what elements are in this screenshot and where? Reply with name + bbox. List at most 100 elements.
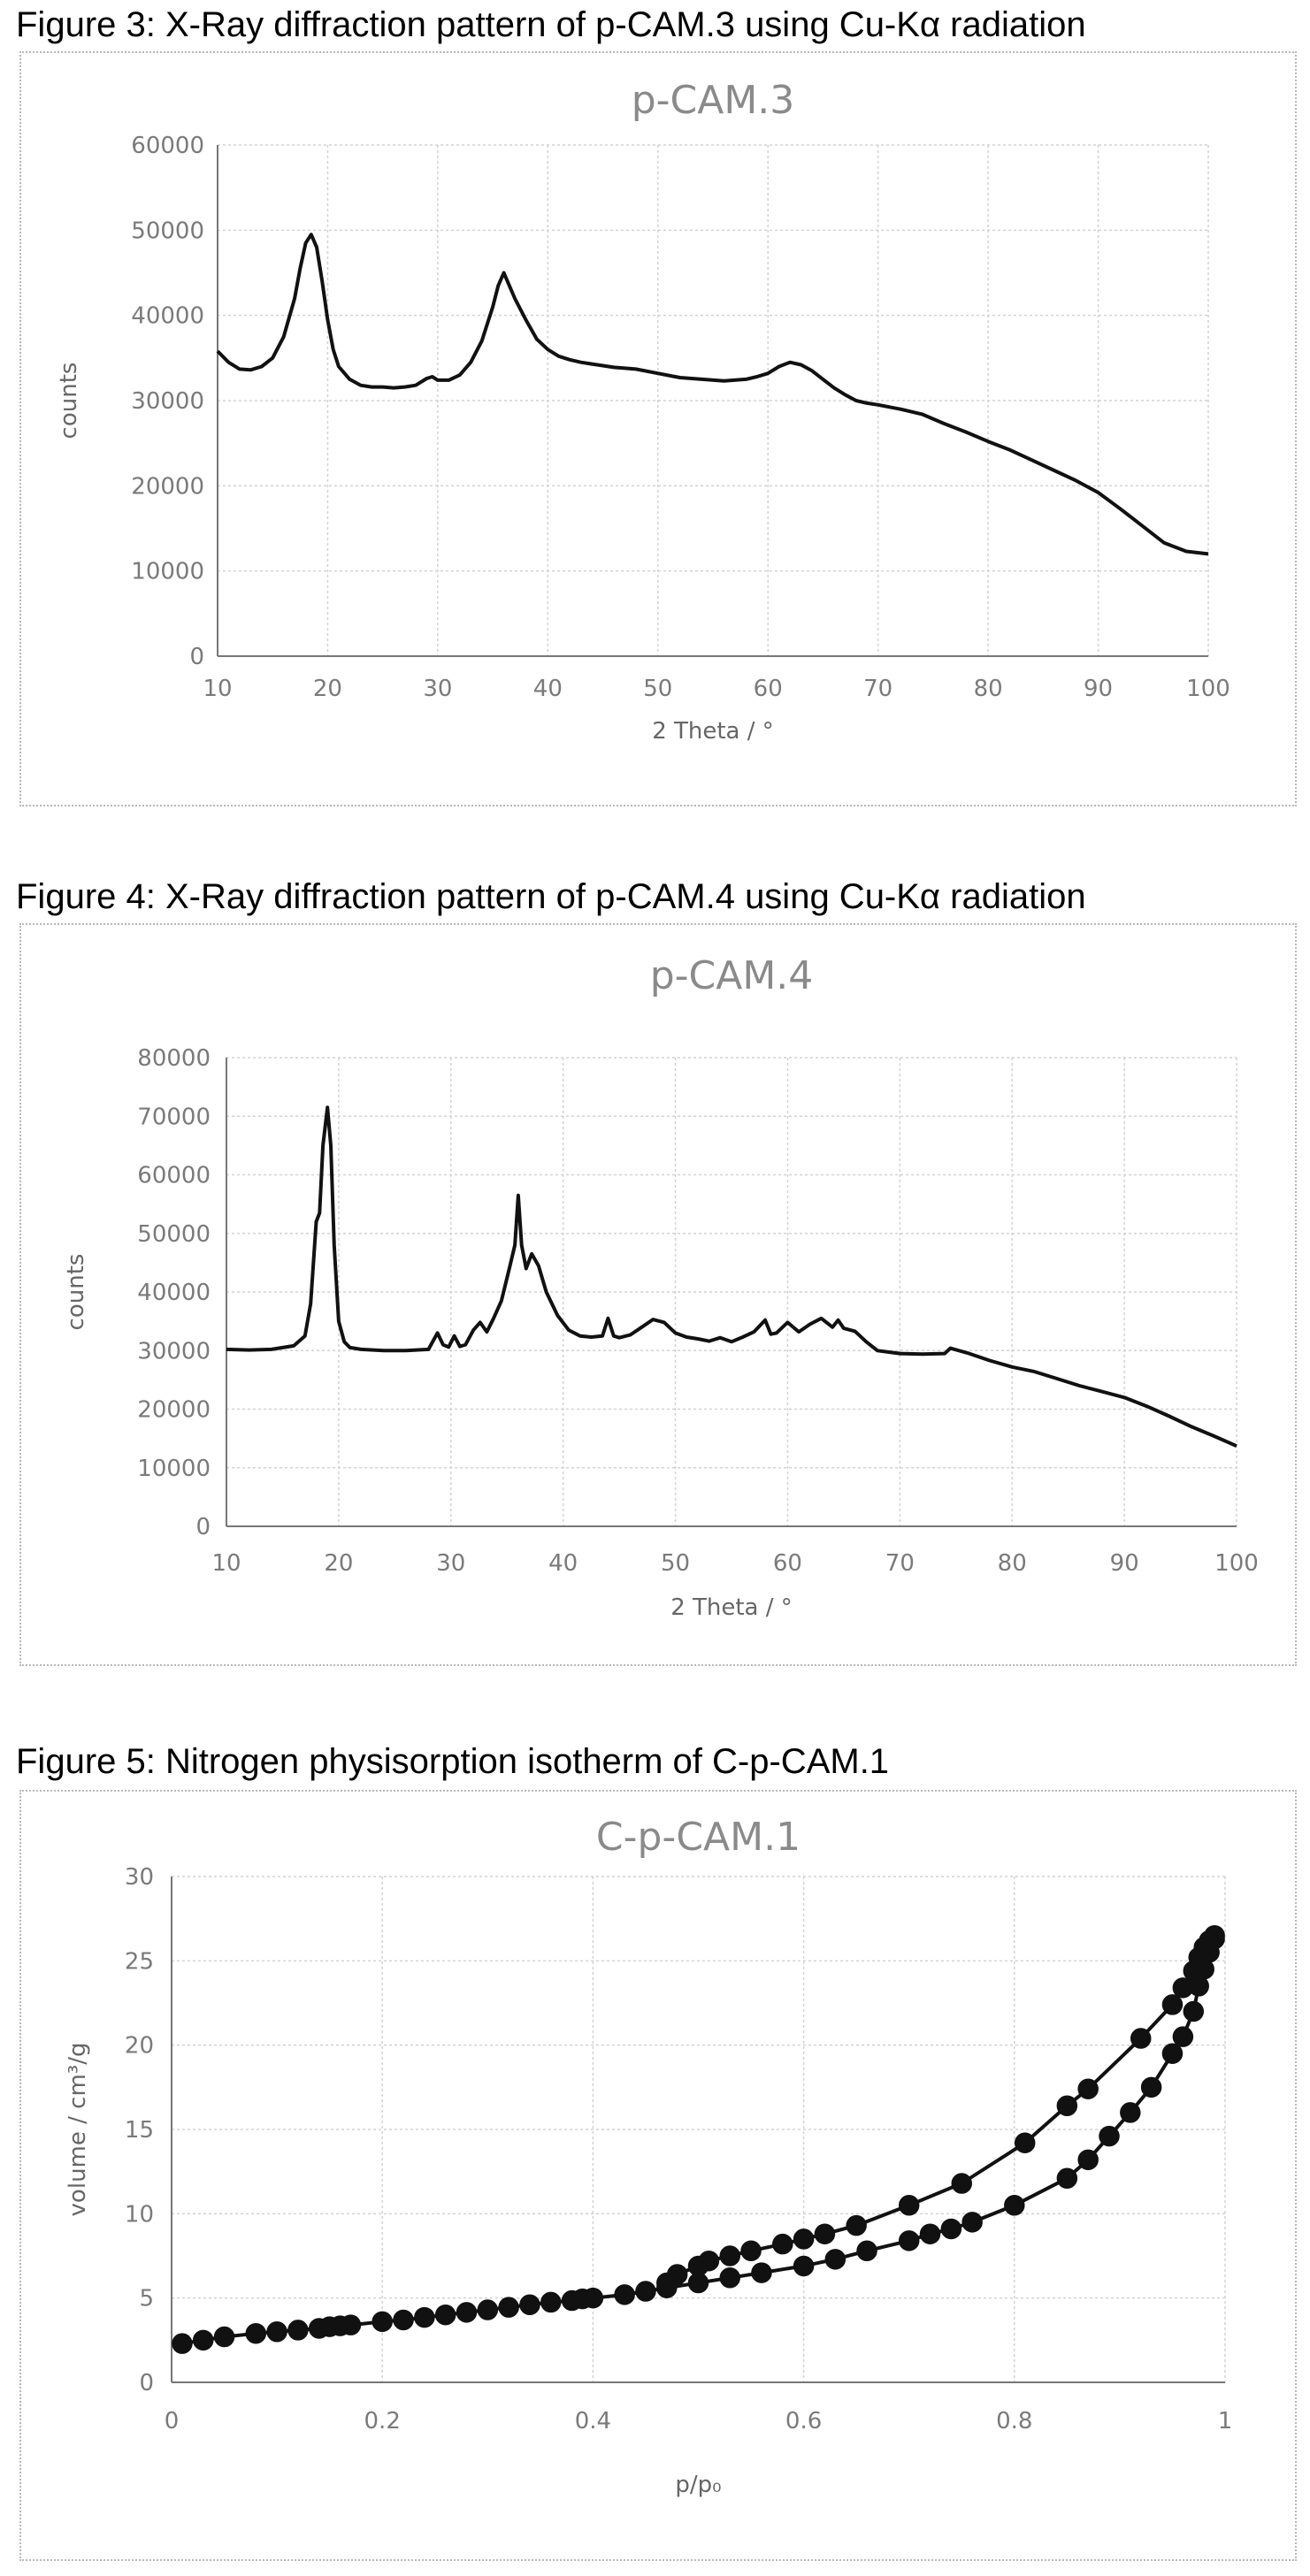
y-axis-label: counts [56,363,82,440]
data-point-marker [1172,2026,1194,2047]
data-point-marker [951,2173,972,2194]
y-axis-label: volume / cm³/g [65,2043,91,2217]
chart-panel-c-p-cam-1: C-p-CAM.1 0 0.2 0.4 0.6 0.8 1 0 5 10 15 20 25 30 p/p₀ v… [19,1790,1297,2561]
y-tick-label: 0 [139,2370,154,2396]
data-point-marker [213,2326,235,2348]
x-tick-label: 20 [313,676,342,702]
data-point-marker [1172,1977,1194,1999]
x-tick-label: 10 [203,676,232,702]
y-tick-label: 50000 [137,1221,211,1248]
y-tick-label: 10000 [131,559,204,585]
data-point-marker [1056,2095,1078,2117]
data-point-marker [740,2240,762,2262]
chart-title: p-CAM.3 [632,78,795,123]
x-tick-label: 20 [324,1550,353,1577]
y-tick-label: 50000 [131,218,204,244]
x-tick-label: 40 [548,1550,578,1577]
y-tick-label: 10000 [137,1456,211,1482]
x-tick-label: 0.6 [785,2408,822,2435]
y-tick-label: 20000 [137,1397,211,1424]
data-point-marker [434,2304,456,2326]
x-tick-label: 0.4 [575,2408,611,2435]
isotherm-chart-c-p-cam-1: C-p-CAM.10 0.2 0.4 0.6 0.8 1051015202530p/p₀v… [65,1815,1233,2498]
data-point-marker [1183,2000,1205,2022]
data-point-marker [519,2294,540,2316]
chart-title: p-CAM.4 [650,953,814,998]
data-point-marker [1077,2078,1099,2099]
x-axis-label: 2 Theta / ° [670,1594,793,1621]
y-tick-label: 70000 [137,1104,211,1130]
data-point-marker [635,2281,656,2302]
chart-panel-p-cam-3: p-CAM.3 10 20 30 40 50 60 70 80 90 100 0 10000 20000 3… [19,51,1297,806]
x-tick-label: 30 [436,1550,465,1577]
data-point-marker [540,2291,562,2313]
xrd-pattern-line [226,1105,1237,1449]
x-tick-label: 70 [885,1550,915,1577]
data-point-marker [582,2287,604,2309]
data-point-marker [1140,2076,1162,2098]
data-point-marker [793,2255,815,2277]
data-point-marker [477,2299,499,2320]
x-tick-label: 50 [643,676,672,702]
data-point-marker [687,2255,709,2277]
data-point-marker [719,2267,740,2289]
data-point-marker [340,2314,362,2335]
data-point-marker [614,2284,635,2305]
data-point-marker [846,2214,867,2236]
x-tick-label: 60 [773,1550,802,1577]
data-point-marker [456,2302,478,2323]
xrd-pattern-line [216,233,1209,556]
data-point-marker [1004,2195,1025,2216]
data-point-marker [393,2309,414,2331]
y-tick-label: 60000 [137,1163,211,1189]
y-tick-label: 30000 [137,1338,211,1364]
data-point-marker [172,2333,193,2354]
x-tick-label: 50 [661,1550,690,1577]
chart-panel-p-cam-4: p-CAM.4 10 20 30 40 50 60 70 80 90 100 0 10000 20000 3… [19,923,1297,1666]
data-point-marker [1120,2102,1141,2123]
xrd-chart-p-cam-3: p-CAM.3 10 20 30 40 50 60 70 80 90 100 0 10000 20000 3… [56,78,1230,745]
y-tick-label: 5 [139,2286,154,2312]
y-tick-label: 80000 [137,1045,211,1072]
y-tick-label: 20 [125,2033,154,2060]
data-point-marker [266,2321,287,2343]
y-tick-label: 0 [195,1514,211,1540]
x-tick-label: 1 [1218,2408,1233,2435]
data-point-marker [1161,2043,1184,2064]
y-tick-label: 25 [125,1948,154,1975]
y-tick-label: 30000 [131,388,204,415]
x-tick-label: 40 [533,676,563,702]
data-point-marker [372,2311,393,2333]
data-point-marker [192,2329,214,2351]
data-point-marker [1077,2149,1099,2171]
xrd-chart-p-cam-4: p-CAM.4 10 20 30 40 50 60 70 80 90 100 0 10000 20000 3… [63,953,1259,1621]
x-tick-label: 90 [1084,676,1113,702]
data-point-marker [245,2322,267,2344]
data-point-marker [898,2195,920,2216]
x-axis-label: p/p₀ [675,2472,721,2498]
data-point-marker [961,2212,983,2233]
data-point-marker [1161,1994,1184,2015]
x-tick-label: 60 [754,676,783,702]
figure-5-caption: Figure 5: Nitrogen physisorption isother… [16,1742,890,1781]
chart-title: C-p-CAM.1 [596,1815,801,1860]
data-point-marker [898,2230,920,2251]
data-point-marker [940,2218,962,2240]
y-tick-label: 0 [189,644,204,670]
y-tick-label: 40000 [131,303,204,330]
data-point-marker [287,2320,309,2341]
data-point-marker [824,2249,847,2270]
x-tick-label: 70 [863,676,892,702]
y-tick-label: 60000 [131,133,204,159]
data-point-marker [1014,2132,1036,2154]
data-point-marker [919,2223,941,2244]
data-point-marker [856,2240,877,2262]
data-point-marker [1056,2167,1078,2190]
figure-3-caption: Figure 3: X-Ray diffraction pattern of p… [16,5,1086,44]
data-point-marker [793,2228,815,2250]
y-tick-label: 15 [125,2117,154,2144]
data-point-marker [719,2245,740,2266]
y-axis-label: counts [63,1254,89,1331]
x-tick-label: 80 [974,676,1003,702]
data-point-marker [1099,2125,1120,2147]
